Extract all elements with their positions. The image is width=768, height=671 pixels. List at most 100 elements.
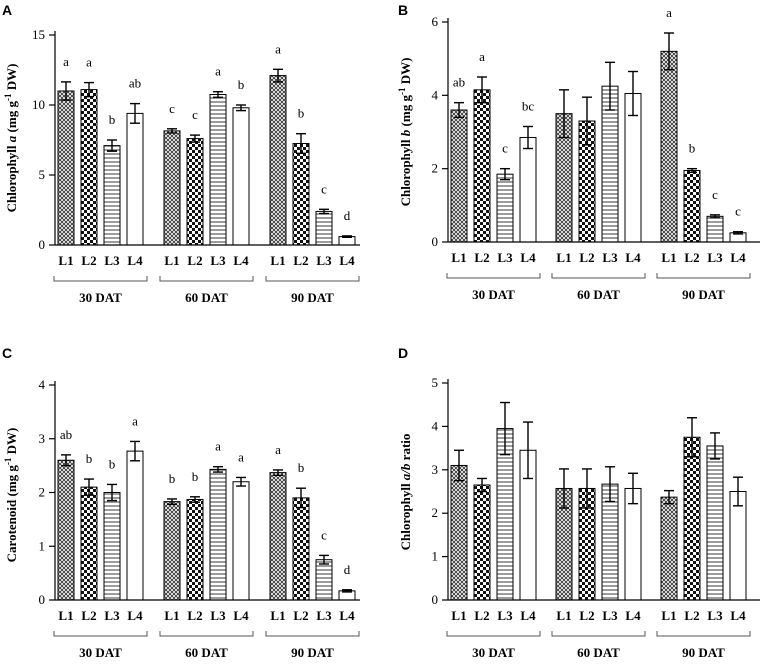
bars — [450, 401, 747, 601]
significance-letter: c — [712, 187, 718, 202]
significance-letter: a — [132, 413, 138, 428]
bar — [163, 501, 181, 601]
bar — [496, 173, 514, 243]
x-tick-label: L3 — [707, 608, 723, 623]
x-tick-label: L1 — [270, 253, 285, 268]
significance-letter: bc — [522, 99, 535, 114]
y-tick-label: 4 — [432, 87, 439, 102]
x-tick-label: L3 — [707, 250, 723, 265]
x-tick-label: L2 — [81, 608, 96, 623]
x-tick-label: L3 — [602, 608, 618, 623]
bar — [315, 559, 333, 601]
y-tick-label: 4 — [39, 377, 46, 392]
significance-letter: a — [86, 55, 92, 70]
group-bracket — [53, 631, 148, 637]
panel-letter: D — [398, 345, 408, 361]
y-tick-label: 1 — [432, 549, 439, 564]
significance-letter: c — [321, 527, 327, 542]
significance-letter: b — [86, 451, 93, 466]
significance-letter: b — [169, 471, 176, 486]
significance-letter: c — [192, 107, 198, 122]
significance-letter: c — [169, 101, 175, 116]
x-tick-label: L2 — [684, 608, 699, 623]
y-tick-label: 10 — [32, 97, 45, 112]
significance-letter: b — [109, 112, 116, 127]
x-tick-label: L1 — [661, 250, 676, 265]
significance-letter: c — [502, 141, 508, 156]
group-bracket — [159, 276, 254, 282]
x-tick-label: L2 — [474, 608, 489, 623]
panel-letter: A — [2, 2, 12, 18]
y-tick-label: 0 — [39, 592, 46, 607]
axis-ticks: 0 1 2 3 4 — [39, 377, 56, 607]
group-bracket — [656, 273, 751, 279]
bar — [315, 210, 333, 246]
bar — [126, 112, 144, 246]
bar — [683, 436, 701, 601]
significance-letter: ab — [60, 427, 72, 442]
x-tick-label: L1 — [556, 608, 571, 623]
bar — [729, 491, 747, 601]
y-tick-label: 0 — [39, 237, 46, 252]
x-tick-label: L3 — [497, 608, 513, 623]
bar — [473, 484, 491, 601]
x-tick-label: L1 — [451, 608, 466, 623]
y-axis-label: Chlorophyll a (mg g-1 DW) — [3, 64, 19, 213]
group-label: 30 DAT — [472, 287, 515, 302]
y-tick-label: 15 — [32, 27, 45, 42]
y-tick-label: 4 — [432, 418, 439, 433]
x-tick-label: L4 — [339, 608, 355, 623]
x-tick-label: L4 — [520, 250, 536, 265]
bar — [683, 170, 701, 243]
significance-letter: ab — [129, 76, 141, 91]
x-tick-label: L4 — [520, 608, 536, 623]
group-bracket — [265, 631, 360, 637]
bar — [163, 130, 181, 246]
x-tick-label: L2 — [579, 250, 594, 265]
bar — [706, 445, 724, 601]
x-tick-label: L1 — [270, 608, 285, 623]
x-tick-label: L1 — [451, 250, 466, 265]
group-bracket — [551, 631, 646, 637]
significance-letter: a — [479, 49, 485, 64]
y-tick-label: 1 — [39, 538, 46, 553]
significance-letter: c — [735, 204, 741, 219]
bar — [292, 497, 310, 601]
bar — [269, 472, 287, 601]
x-tick-label: L4 — [730, 250, 746, 265]
significance-letter: b — [238, 77, 245, 92]
y-tick-label: 3 — [432, 462, 439, 477]
y-tick-label: 5 — [39, 167, 46, 182]
group-bracket — [53, 276, 148, 282]
y-axis-label: Chlorophyll a/b ratio — [398, 434, 413, 551]
bar — [450, 109, 468, 243]
group-bracket — [446, 631, 541, 637]
y-tick-label: 0 — [432, 592, 439, 607]
group-label: 90 DAT — [682, 645, 725, 660]
significance-letter: a — [238, 449, 244, 464]
y-tick-label: 6 — [432, 14, 439, 29]
x-tick-label: L3 — [104, 608, 120, 623]
x-tick-label: L4 — [127, 253, 143, 268]
x-tick-label: L3 — [316, 253, 332, 268]
x-tick-label: L1 — [661, 608, 676, 623]
bar — [209, 468, 227, 601]
group-bracket — [265, 276, 360, 282]
significance-letter: ab — [453, 75, 465, 90]
x-tick-label: L4 — [625, 250, 641, 265]
significance-letter: d — [344, 208, 351, 223]
y-tick-label: 2 — [39, 485, 46, 500]
group-label: 90 DAT — [291, 290, 334, 305]
x-tick-label: L2 — [81, 253, 96, 268]
bar — [450, 464, 468, 601]
bar — [80, 486, 98, 601]
significance-letter: b — [298, 106, 305, 121]
group-label: 90 DAT — [682, 287, 725, 302]
group-label: 90 DAT — [291, 645, 334, 660]
significance-letter: b — [109, 456, 116, 471]
bar — [80, 89, 98, 246]
x-tick-label: L3 — [602, 250, 618, 265]
